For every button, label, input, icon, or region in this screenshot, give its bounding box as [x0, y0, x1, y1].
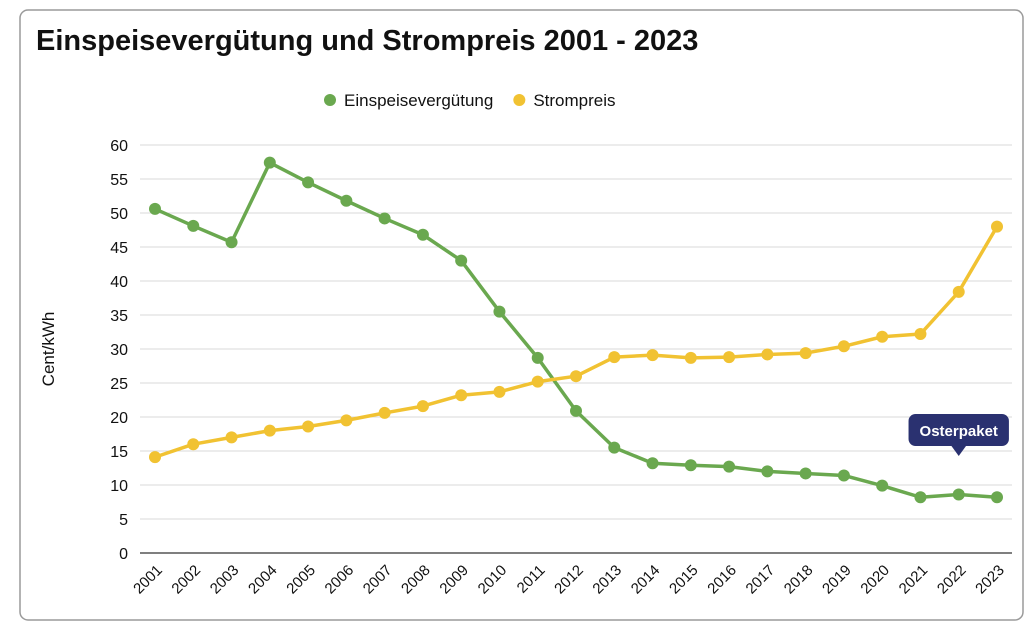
y-tick-label: 55	[110, 172, 128, 189]
legend-marker	[324, 94, 336, 106]
data-point	[837, 340, 850, 353]
data-point	[302, 176, 315, 189]
data-point	[684, 351, 697, 364]
data-point	[646, 349, 659, 362]
annotation-pointer	[950, 445, 967, 456]
data-point	[493, 385, 506, 398]
y-tick-label: 10	[110, 478, 128, 495]
chart-title: Einspeisevergütung und Strompreis 2001 -…	[36, 25, 698, 57]
data-point	[570, 404, 582, 417]
data-point	[302, 420, 315, 433]
data-point	[455, 389, 468, 402]
data-point	[684, 459, 697, 472]
data-point	[723, 460, 736, 473]
y-tick-label: 40	[110, 274, 128, 291]
data-point	[952, 488, 965, 501]
data-point	[493, 305, 506, 318]
y-tick-label: 35	[110, 308, 128, 325]
y-tick-label: 5	[119, 512, 128, 529]
y-tick-label: 20	[110, 410, 128, 427]
legend-marker	[513, 94, 526, 106]
data-point	[455, 254, 468, 267]
annotation-text: Osterpaket	[920, 423, 998, 440]
data-point	[531, 351, 544, 364]
data-point	[340, 414, 353, 427]
data-point	[761, 348, 774, 361]
data-point	[723, 351, 736, 364]
data-point	[378, 406, 391, 419]
data-point	[187, 219, 200, 232]
y-tick-label: 15	[110, 444, 128, 461]
data-point	[991, 491, 1003, 504]
annotation-box	[908, 414, 1009, 446]
data-point	[876, 330, 889, 343]
data-point	[876, 479, 889, 492]
y-tick-label: 60	[110, 138, 128, 155]
data-point	[340, 194, 353, 207]
y-axis-label: Cent/kWh	[39, 312, 58, 387]
data-point	[914, 491, 927, 504]
data-point	[149, 451, 161, 464]
data-point	[837, 469, 850, 482]
data-point	[570, 370, 582, 383]
data-point	[149, 202, 161, 215]
data-point	[799, 347, 812, 360]
data-point	[991, 220, 1003, 233]
data-point	[799, 467, 812, 480]
y-tick-label: 25	[110, 376, 128, 393]
data-point	[531, 375, 544, 388]
y-tick-label: 30	[110, 342, 128, 359]
data-point	[608, 351, 621, 364]
data-point	[263, 156, 276, 169]
y-tick-label: 0	[119, 546, 128, 563]
y-tick-label: 50	[110, 206, 128, 223]
legend-label: Einspeisevergütung	[344, 91, 493, 110]
data-point	[914, 328, 927, 341]
data-point	[378, 212, 391, 225]
data-point	[225, 431, 238, 444]
data-point	[416, 400, 429, 413]
data-point	[416, 228, 429, 241]
legend-label: Strompreis	[533, 91, 615, 110]
data-point	[225, 236, 238, 249]
data-point	[952, 285, 965, 298]
annotation: Osterpaket	[908, 414, 1009, 456]
y-tick-label: 45	[110, 240, 128, 257]
data-point	[646, 457, 659, 470]
data-point	[187, 438, 200, 451]
data-point	[761, 465, 774, 478]
data-point	[608, 441, 621, 454]
data-point	[263, 424, 276, 437]
